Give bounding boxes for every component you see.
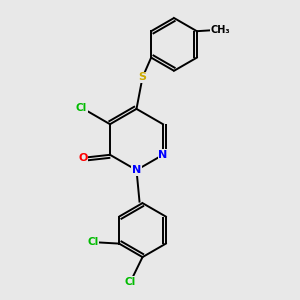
Text: S: S xyxy=(139,72,146,82)
Text: Cl: Cl xyxy=(87,237,98,247)
Text: Cl: Cl xyxy=(76,103,87,113)
Text: N: N xyxy=(132,165,141,175)
Text: CH₃: CH₃ xyxy=(211,25,230,35)
Text: Cl: Cl xyxy=(125,277,136,287)
Text: N: N xyxy=(158,150,168,160)
Text: O: O xyxy=(78,153,88,163)
